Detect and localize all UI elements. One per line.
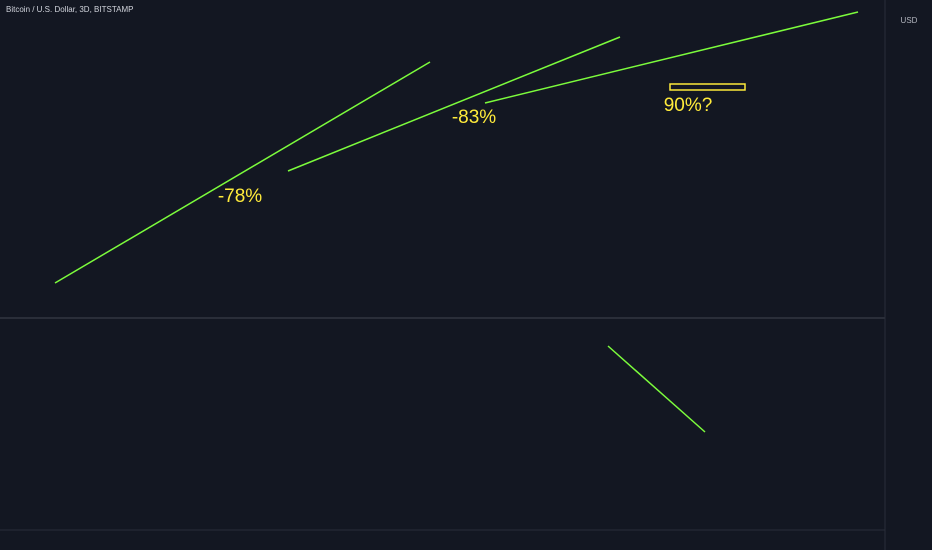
currency: USD — [901, 16, 918, 25]
trend-line — [607, 345, 706, 433]
trend-line — [54, 61, 431, 284]
annotation: -78% — [218, 186, 262, 207]
trend-line — [484, 11, 859, 104]
annotation: -83% — [452, 107, 496, 128]
trend-line — [287, 36, 621, 172]
annotation: 90%? — [664, 95, 713, 116]
symbol-title: Bitcoin / U.S. Dollar, 3D, BITSTAMP — [6, 5, 133, 14]
target-box — [669, 83, 746, 91]
